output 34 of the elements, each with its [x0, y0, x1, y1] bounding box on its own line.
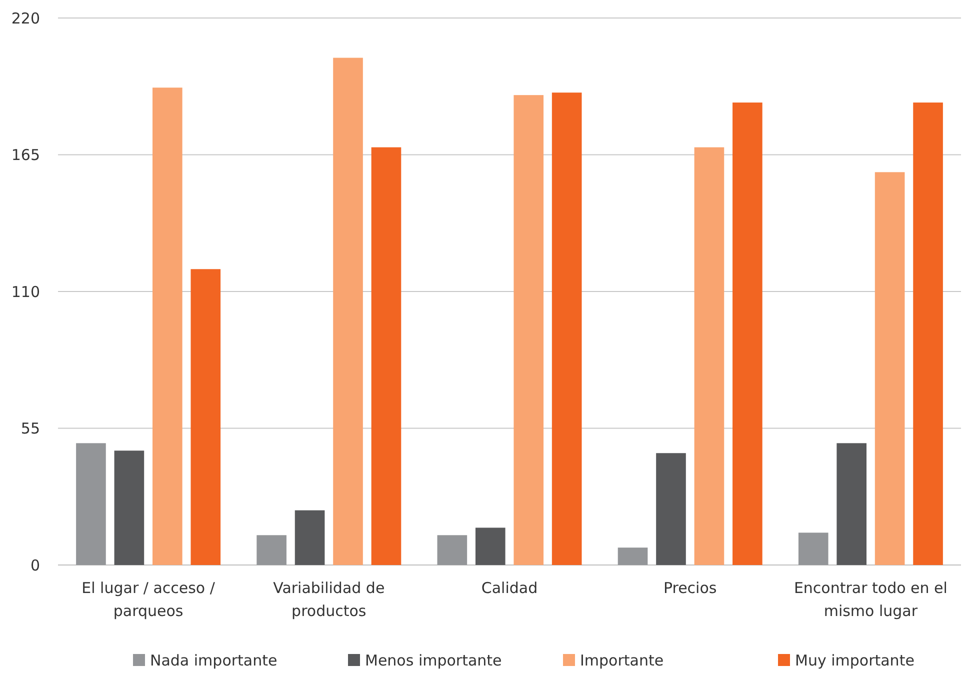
bar	[732, 102, 762, 565]
bar	[152, 88, 182, 565]
y-tick-label: 0	[30, 556, 40, 574]
bar	[371, 147, 402, 565]
x-tick-label: Variabilidad de productos	[273, 579, 385, 620]
bar	[514, 95, 544, 565]
bar	[798, 532, 828, 565]
bar	[913, 102, 943, 565]
y-tick-label: 55	[20, 420, 40, 438]
y-tick-label: 165	[11, 146, 40, 164]
x-tick-label: Precios	[663, 579, 717, 597]
bar	[114, 450, 144, 565]
x-tick-label: Calidad	[481, 579, 538, 597]
bar	[190, 269, 221, 565]
bar	[76, 443, 106, 565]
legend-label: Nada importante	[150, 651, 278, 670]
x-tick-label: Encontrar todo en el mismo lugar	[794, 579, 948, 620]
bar	[437, 535, 468, 565]
bar	[552, 92, 582, 565]
legend-label: Menos importante	[365, 651, 502, 670]
bar	[694, 147, 724, 565]
x-tick-label: El lugar / acceso / parqueos	[82, 579, 216, 620]
bar	[333, 58, 363, 565]
y-tick-label: 110	[11, 282, 40, 301]
bar	[294, 510, 325, 565]
bar	[836, 443, 866, 565]
bar	[874, 172, 905, 565]
bar	[256, 535, 286, 565]
bar	[618, 548, 648, 565]
legend-label: Importante	[580, 651, 664, 670]
legend-label: Muy importante	[795, 651, 914, 670]
y-tick-label: 220	[11, 9, 40, 28]
bar	[475, 528, 506, 565]
bar	[656, 453, 686, 565]
